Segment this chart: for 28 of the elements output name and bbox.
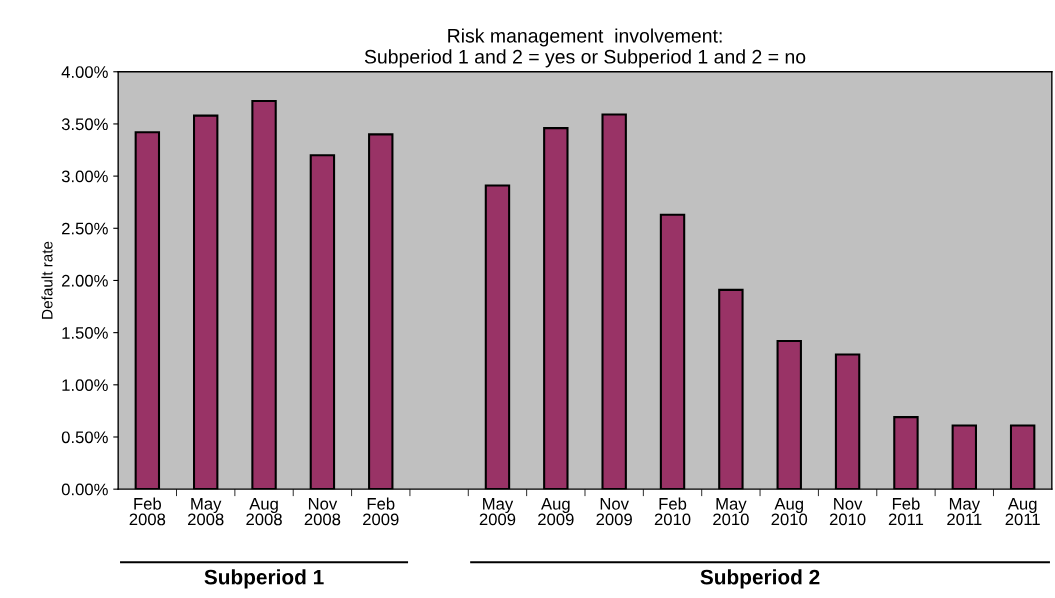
x-tick-label: Feb 2011 — [888, 497, 924, 526]
x-tick-label: May 2008 — [187, 498, 224, 526]
chart-title: Risk management involvement: Subperiod 1 and 2 = yes or Subperiod 1 and 2 = no — [364, 28, 806, 68]
x-tick-label: Nov 2008 — [304, 498, 341, 526]
x-tick-label: Nov 2010 — [829, 498, 866, 526]
y-tick-label: 3.00% — [61, 170, 108, 183]
y-tick-label: 3.50% — [61, 118, 108, 131]
y-tick-label: 2.50% — [62, 222, 108, 235]
x-tick-label: Nov 2009 — [596, 498, 632, 526]
x-tick-label: May 2010 — [713, 498, 749, 526]
text: Subperiod 2 — [700, 569, 820, 589]
text: Subperiod 1 — [204, 569, 324, 589]
x-tick-label: May 2011 — [947, 498, 982, 526]
y-tick-label: 0.00% — [61, 483, 108, 496]
x-tick-label: Feb 2008 — [129, 497, 166, 526]
x-tick-label: Aug 2008 — [246, 498, 282, 526]
y-tick-label: 4.00% — [61, 66, 108, 78]
y-axis-title: Default rate — [41, 241, 53, 319]
x-tick-label: Feb 2009 — [363, 497, 399, 526]
x-tick-label: Aug 2011 — [1005, 498, 1040, 526]
x-tick-label: Feb 2010 — [654, 497, 691, 526]
y-tick-label: 1.00% — [62, 379, 108, 392]
x-tick-label: Aug 2010 — [771, 498, 808, 526]
x-tick-label: May 2009 — [479, 498, 516, 526]
x-tick-label: Aug 2009 — [538, 498, 574, 526]
y-tick-label: 0.50% — [61, 431, 108, 444]
y-tick-label: 2.00% — [62, 274, 108, 287]
y-tick-label: 1.50% — [62, 327, 108, 339]
